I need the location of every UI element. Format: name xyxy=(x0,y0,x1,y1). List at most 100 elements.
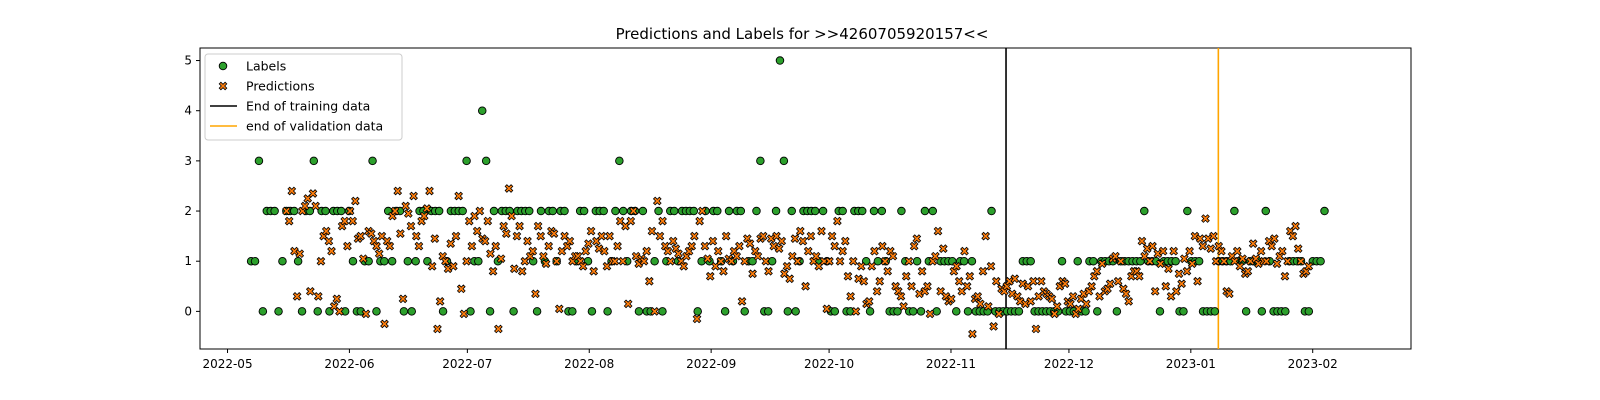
prediction-point xyxy=(1171,286,1181,296)
prediction-point xyxy=(695,216,705,226)
prediction-point xyxy=(766,234,776,243)
label-point xyxy=(587,307,597,316)
prediction-point xyxy=(1269,234,1279,243)
legend-marker-labels xyxy=(218,61,228,71)
label-point xyxy=(485,307,495,316)
label-point xyxy=(959,256,969,266)
label-point xyxy=(638,206,648,216)
label-point xyxy=(779,156,789,166)
label-point xyxy=(1073,256,1082,266)
y-axis: 0 1 2 3 4 5 xyxy=(184,54,200,318)
prediction-point xyxy=(305,286,315,296)
prediction-point xyxy=(1153,249,1163,259)
prediction-point xyxy=(1203,234,1213,243)
prediction-point xyxy=(708,236,718,246)
prediction-point xyxy=(488,266,498,276)
prediction-point xyxy=(623,299,633,309)
y-tick-label: 1 xyxy=(184,254,192,268)
label-point xyxy=(403,256,413,266)
label-point xyxy=(713,206,722,216)
prediction-point xyxy=(1246,256,1255,266)
label-point xyxy=(1320,206,1329,216)
prediction-point xyxy=(472,226,482,236)
prediction-point xyxy=(1235,261,1245,271)
label-point xyxy=(438,307,448,316)
predictions-series xyxy=(282,184,1314,339)
prediction-point xyxy=(650,307,659,316)
prediction-point xyxy=(372,241,381,251)
prediction-point xyxy=(1036,276,1046,286)
prediction-point xyxy=(639,256,649,266)
label-point xyxy=(1026,256,1035,266)
axes-frame xyxy=(199,47,1412,350)
legend-marker-predictions xyxy=(218,81,228,91)
prediction-point xyxy=(1288,231,1298,241)
prediction-point xyxy=(380,319,389,329)
label-point xyxy=(1112,307,1122,316)
prediction-point xyxy=(838,246,848,256)
prediction-point xyxy=(697,206,707,216)
prediction-point xyxy=(1166,291,1176,301)
y-tick-label: 0 xyxy=(184,304,192,318)
prediction-point xyxy=(923,281,932,291)
prediction-point xyxy=(901,271,911,281)
prediction-point xyxy=(1209,231,1218,241)
prediction-point xyxy=(1073,304,1083,314)
prediction-point xyxy=(827,231,837,241)
x-tick-label: 2022-09 xyxy=(686,357,736,371)
legend-item-end-of-validation: end of validation data xyxy=(210,119,383,134)
label-point xyxy=(411,256,420,266)
prediction-point xyxy=(467,241,477,251)
prediction-point xyxy=(459,309,469,319)
prediction-point xyxy=(952,261,961,271)
prediction-point xyxy=(327,246,336,256)
prediction-point xyxy=(907,281,916,291)
prediction-point xyxy=(774,244,784,254)
prediction-point xyxy=(991,276,1001,286)
label-point xyxy=(893,307,902,316)
label-point xyxy=(254,156,264,166)
prediction-point xyxy=(462,256,471,266)
label-point xyxy=(615,156,624,166)
prediction-point xyxy=(989,322,998,331)
prediction-point xyxy=(1010,274,1020,284)
prediction-point xyxy=(311,201,320,211)
prediction-point xyxy=(1066,299,1075,309)
prediction-point xyxy=(1150,286,1160,296)
prediction-point xyxy=(962,281,972,291)
prediction-point xyxy=(1005,276,1014,286)
label-point xyxy=(810,206,820,216)
label-point xyxy=(250,256,260,266)
prediction-point xyxy=(978,266,988,276)
prediction-point xyxy=(764,266,773,276)
prediction-point xyxy=(946,294,956,304)
prediction-point xyxy=(464,216,474,226)
prediction-point xyxy=(1182,266,1192,276)
prediction-point xyxy=(1243,266,1253,276)
prediction-point xyxy=(1156,259,1165,269)
prediction-point xyxy=(1262,256,1271,266)
prediction-point xyxy=(523,236,532,246)
prediction-point xyxy=(817,226,826,236)
prediction-point xyxy=(554,304,564,314)
label-point xyxy=(967,256,977,266)
prediction-point xyxy=(565,236,575,246)
prediction-point xyxy=(644,276,654,286)
prediction-point xyxy=(973,291,983,301)
label-point xyxy=(689,206,699,216)
prediction-point xyxy=(814,261,824,271)
label-point xyxy=(908,307,918,316)
prediction-point xyxy=(433,324,442,334)
prediction-point xyxy=(586,226,596,236)
prediction-point xyxy=(496,254,506,264)
label-point xyxy=(1304,307,1314,316)
prediction-point xyxy=(994,309,1004,319)
label-point xyxy=(669,206,679,216)
prediction-point xyxy=(721,231,731,241)
prediction-point xyxy=(880,256,890,266)
prediction-point xyxy=(859,276,869,286)
prediction-point xyxy=(1081,299,1091,309)
prediction-point xyxy=(1169,246,1179,256)
prediction-point xyxy=(1023,281,1033,291)
label-point xyxy=(952,307,961,316)
